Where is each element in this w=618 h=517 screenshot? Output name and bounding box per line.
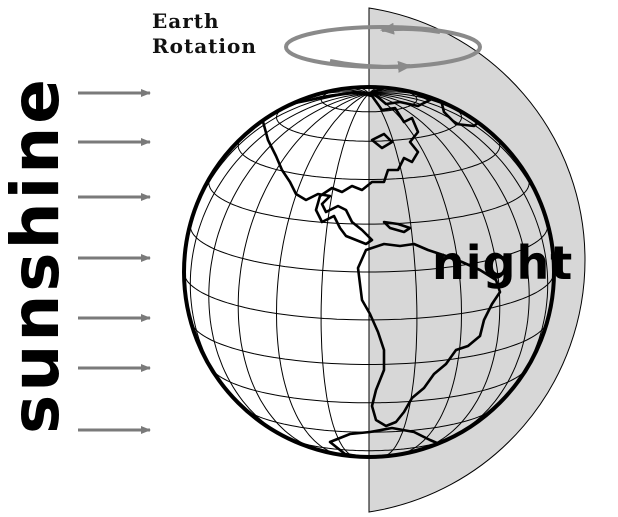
night-label: night (432, 236, 573, 290)
south-america (356, 242, 502, 428)
sunshine-label: sunshine (0, 76, 74, 434)
great-lakes (370, 132, 394, 150)
meridian-line (237, 92, 370, 451)
meridian-line (320, 92, 370, 457)
rotation-label-line2: Rotation (152, 34, 257, 58)
north-america (260, 90, 420, 246)
rotation-arrow-back (380, 22, 441, 35)
arctic-islands (370, 87, 432, 108)
caribbean-islands (382, 220, 412, 234)
rotation-label-line1: Earth (152, 9, 220, 33)
meridian-line (368, 92, 501, 451)
sun-rays (78, 89, 151, 434)
rotation-indicator (284, 22, 482, 73)
circular-arrow-icon (329, 59, 412, 73)
meridian-line (368, 92, 418, 457)
